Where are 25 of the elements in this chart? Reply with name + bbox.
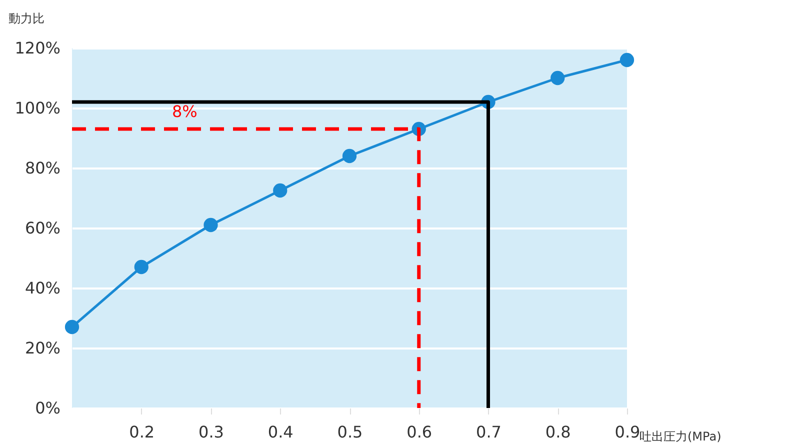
x-tick-label: 0.6 bbox=[406, 422, 432, 442]
y-tick-label: 60% bbox=[24, 218, 60, 238]
point bbox=[204, 218, 218, 232]
point bbox=[342, 148, 357, 164]
x-tick-label: 0.9 bbox=[614, 422, 640, 442]
annotation: 8% bbox=[172, 102, 198, 121]
x-tick-label: 0.4 bbox=[268, 422, 294, 442]
point bbox=[620, 52, 634, 68]
x-tick-label: 0.3 bbox=[198, 422, 224, 442]
point bbox=[134, 260, 148, 274]
x-tick-label: 0.8 bbox=[545, 422, 571, 442]
x-axis-title: 吐出圧力(MPa) bbox=[640, 430, 722, 443]
y-tick-label: 100% bbox=[14, 98, 60, 118]
point bbox=[273, 183, 288, 198]
x-tick-label: 0.5 bbox=[337, 422, 363, 442]
point bbox=[550, 70, 565, 86]
y-tick-label: 0% bbox=[35, 398, 60, 418]
y-tick-label: 40% bbox=[24, 278, 60, 298]
y-axis-title: 動力比 bbox=[8, 12, 44, 26]
x-tick-label: 0.7 bbox=[476, 422, 502, 442]
y-tick-label: 20% bbox=[24, 338, 60, 358]
x-tick-label: 0.2 bbox=[129, 422, 155, 442]
point bbox=[64, 320, 80, 334]
y-tick-label: 120% bbox=[14, 38, 60, 58]
y-tick-label: 80% bbox=[24, 158, 60, 178]
